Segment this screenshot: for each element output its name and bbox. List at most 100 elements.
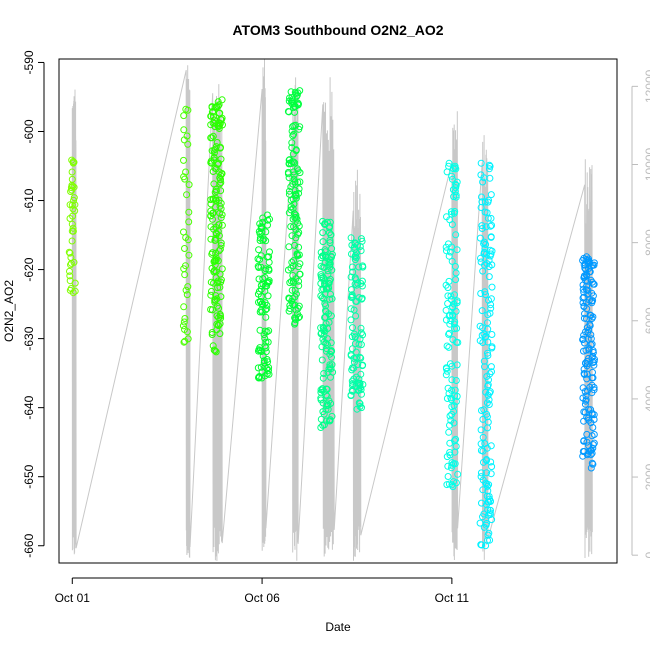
data-point xyxy=(180,126,188,134)
y-tick-label: -640 xyxy=(22,395,36,419)
data-point xyxy=(486,309,494,317)
data-point xyxy=(348,286,355,294)
data-point xyxy=(323,402,331,410)
data-point xyxy=(446,320,454,328)
data-point xyxy=(477,473,485,481)
data-point xyxy=(444,292,452,300)
data-point xyxy=(255,246,263,254)
data-point xyxy=(180,156,187,164)
data-point xyxy=(295,282,303,290)
data-point xyxy=(317,262,325,270)
data-point xyxy=(484,319,491,327)
data-point xyxy=(583,370,591,378)
data-point xyxy=(215,122,223,130)
data-point xyxy=(185,251,193,259)
data-point xyxy=(357,247,365,255)
data-point xyxy=(350,375,358,383)
data-point xyxy=(217,293,225,301)
data-point xyxy=(476,519,484,527)
data-point xyxy=(285,174,293,182)
data-point xyxy=(261,274,269,281)
data-point xyxy=(447,292,455,300)
data-point xyxy=(355,294,363,302)
data-point xyxy=(292,316,300,324)
data-point xyxy=(208,134,216,142)
data-point xyxy=(488,283,496,291)
data-point xyxy=(587,451,595,459)
data-point xyxy=(208,306,216,314)
data-point xyxy=(586,311,594,319)
data-point xyxy=(476,337,484,345)
data-point xyxy=(289,277,297,285)
data-point xyxy=(589,297,597,305)
data-point xyxy=(213,139,221,146)
data-point xyxy=(65,248,73,256)
data-point xyxy=(447,464,455,472)
data-point xyxy=(452,435,460,443)
data-point xyxy=(263,211,271,219)
y2-tick-label: 2000 xyxy=(643,463,650,490)
data-point xyxy=(448,172,456,180)
data-point xyxy=(320,410,328,418)
data-point xyxy=(294,99,302,107)
data-point xyxy=(68,175,76,183)
data-point xyxy=(210,149,218,157)
data-point xyxy=(452,276,460,284)
data-point xyxy=(445,252,453,260)
data-point xyxy=(209,107,217,115)
data-point xyxy=(487,363,495,371)
data-point xyxy=(320,370,328,377)
data-point xyxy=(218,221,226,229)
data-point xyxy=(479,513,486,521)
data-point xyxy=(484,424,491,432)
data-point xyxy=(212,257,220,265)
data-point xyxy=(482,542,490,550)
data-point xyxy=(585,255,593,263)
data-point xyxy=(185,218,193,226)
data-point xyxy=(590,439,598,447)
data-point xyxy=(262,338,270,346)
data-point xyxy=(262,228,270,236)
data-point xyxy=(322,307,329,315)
data-point xyxy=(477,254,484,262)
y-tick-label: -610 xyxy=(22,188,36,212)
data-point xyxy=(181,326,188,333)
data-point xyxy=(352,383,360,391)
data-point xyxy=(482,291,489,299)
data-point xyxy=(296,270,304,278)
data-point xyxy=(215,247,223,255)
data-point xyxy=(327,290,334,298)
data-point xyxy=(442,306,450,314)
data-point xyxy=(328,347,336,355)
data-point xyxy=(452,231,460,239)
data-point xyxy=(215,221,223,229)
data-point xyxy=(181,315,189,322)
data-point xyxy=(214,98,222,106)
data-point xyxy=(485,529,493,537)
data-point xyxy=(291,286,299,294)
data-point xyxy=(180,318,188,326)
data-point xyxy=(453,324,461,332)
data-point xyxy=(478,407,485,414)
data-point xyxy=(580,303,588,311)
data-point xyxy=(347,305,355,313)
data-point xyxy=(212,196,220,204)
data-point xyxy=(488,344,496,352)
data-point xyxy=(358,294,366,302)
data-point xyxy=(318,294,326,302)
data-point xyxy=(255,346,263,354)
data-point xyxy=(265,366,272,374)
data-point xyxy=(326,260,334,268)
data-point xyxy=(293,92,301,100)
data-point xyxy=(180,136,188,144)
data-point xyxy=(477,159,485,167)
data-point xyxy=(288,286,296,294)
data-point xyxy=(485,273,493,281)
data-point xyxy=(478,198,486,206)
data-point xyxy=(481,208,489,216)
data-point xyxy=(348,377,356,385)
data-point xyxy=(452,398,460,405)
data-point xyxy=(260,331,268,339)
data-point xyxy=(584,335,592,343)
